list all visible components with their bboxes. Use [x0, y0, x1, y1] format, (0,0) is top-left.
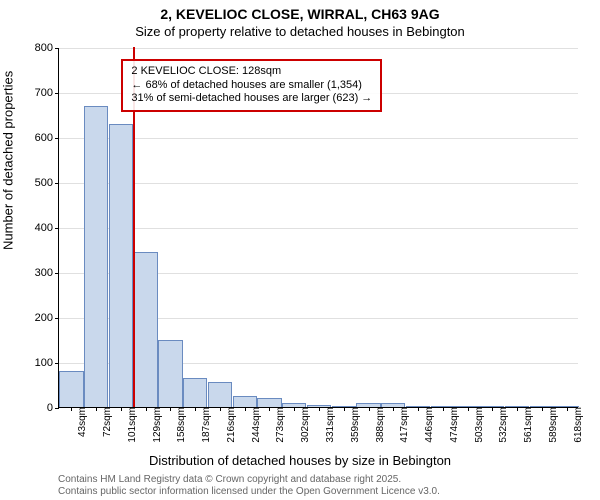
gridline — [59, 48, 578, 49]
x-tick-label: 101sqm — [125, 407, 138, 443]
plot-area: 010020030040050060070080043sqm72sqm101sq… — [58, 48, 578, 408]
annotation-line-2: ← 68% of detached houses are smaller (1,… — [131, 79, 372, 93]
histogram-bar — [59, 371, 83, 407]
x-tick-mark — [146, 407, 147, 411]
x-tick-label: 474sqm — [447, 407, 460, 443]
x-tick-label: 158sqm — [174, 407, 187, 443]
annotation-line-3: 31% of semi-detached houses are larger (… — [131, 92, 372, 106]
y-tick-label: 400 — [35, 222, 59, 234]
x-tick-label: 446sqm — [422, 407, 435, 443]
x-tick-mark — [393, 407, 394, 411]
y-tick-label: 700 — [35, 87, 59, 99]
x-tick-label: 331sqm — [323, 407, 336, 443]
x-tick-mark — [542, 407, 543, 411]
histogram-bar — [109, 124, 133, 408]
gridline — [59, 228, 578, 229]
footer-attribution: Contains HM Land Registry data © Crown c… — [58, 474, 440, 498]
histogram-bar — [208, 382, 232, 407]
y-tick-label: 100 — [35, 357, 59, 369]
x-tick-label: 273sqm — [273, 407, 286, 443]
y-tick-label: 200 — [35, 312, 59, 324]
x-tick-mark — [121, 407, 122, 411]
chart-title: 2, KEVELIOC CLOSE, WIRRAL, CH63 9AG — [0, 6, 600, 22]
x-tick-label: 589sqm — [546, 407, 559, 443]
x-tick-label: 359sqm — [348, 407, 361, 443]
x-tick-label: 388sqm — [373, 407, 386, 443]
annotation-box: 2 KEVELIOC CLOSE: 128sqm ← 68% of detach… — [121, 59, 382, 112]
x-tick-label: 302sqm — [298, 407, 311, 443]
x-tick-label: 532sqm — [496, 407, 509, 443]
x-tick-mark — [170, 407, 171, 411]
x-tick-mark — [517, 407, 518, 411]
x-tick-label: 244sqm — [249, 407, 262, 443]
x-axis-label: Distribution of detached houses by size … — [0, 453, 600, 468]
x-tick-mark — [294, 407, 295, 411]
y-tick-label: 800 — [35, 42, 59, 54]
histogram-bar — [183, 378, 207, 407]
histogram-bar — [233, 396, 257, 407]
x-tick-mark — [319, 407, 320, 411]
x-tick-label: 129sqm — [150, 407, 163, 443]
x-tick-mark — [443, 407, 444, 411]
gridline — [59, 183, 578, 184]
gridline — [59, 138, 578, 139]
x-tick-mark — [418, 407, 419, 411]
y-axis-label: Number of detached properties — [1, 71, 16, 250]
x-tick-label: 417sqm — [397, 407, 410, 443]
footer-line-1: Contains HM Land Registry data © Crown c… — [58, 474, 440, 486]
histogram-bar — [84, 106, 108, 408]
x-tick-label: 503sqm — [472, 407, 485, 443]
x-tick-label: 618sqm — [571, 407, 584, 443]
x-tick-mark — [245, 407, 246, 411]
x-tick-label: 72sqm — [100, 407, 113, 437]
histogram-bar — [134, 252, 158, 407]
x-tick-mark — [71, 407, 72, 411]
y-tick-label: 600 — [35, 132, 59, 144]
x-tick-mark — [195, 407, 196, 411]
x-tick-mark — [344, 407, 345, 411]
x-tick-label: 561sqm — [521, 407, 534, 443]
x-tick-mark — [492, 407, 493, 411]
footer-line-2: Contains public sector information licen… — [58, 486, 440, 498]
annotation-line-1: 2 KEVELIOC CLOSE: 128sqm — [131, 65, 372, 79]
x-tick-mark — [220, 407, 221, 411]
y-tick-label: 300 — [35, 267, 59, 279]
x-tick-label: 216sqm — [224, 407, 237, 443]
chart-container: 2, KEVELIOC CLOSE, WIRRAL, CH63 9AG Size… — [0, 0, 600, 500]
y-tick-label: 0 — [47, 402, 59, 414]
x-tick-mark — [468, 407, 469, 411]
x-tick-label: 43sqm — [75, 407, 88, 437]
x-tick-label: 187sqm — [199, 407, 212, 443]
histogram-bar — [158, 340, 182, 408]
chart-subtitle: Size of property relative to detached ho… — [0, 24, 600, 39]
x-tick-mark — [369, 407, 370, 411]
x-tick-mark — [567, 407, 568, 411]
histogram-bar — [257, 398, 281, 407]
x-tick-mark — [269, 407, 270, 411]
x-tick-mark — [96, 407, 97, 411]
y-tick-label: 500 — [35, 177, 59, 189]
